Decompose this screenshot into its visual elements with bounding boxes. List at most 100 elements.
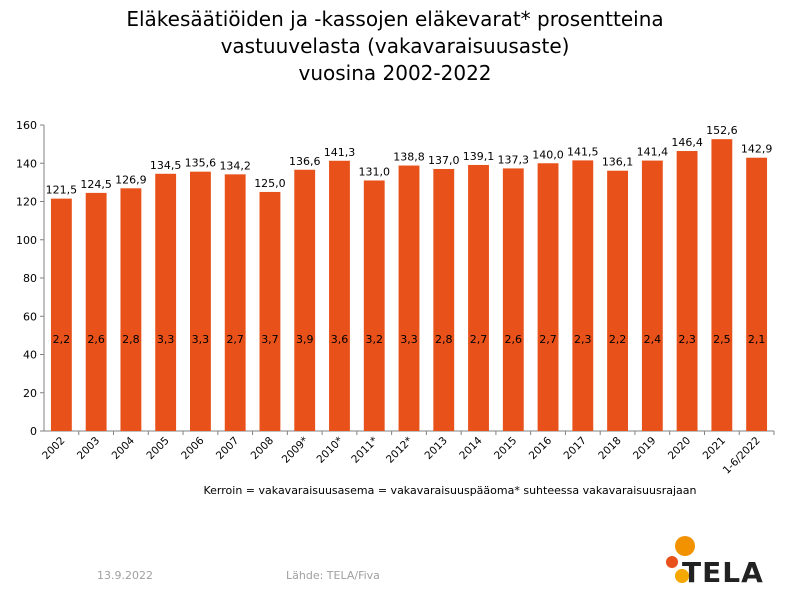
kerroin-label: 3,7: [261, 333, 279, 346]
bar: [676, 151, 698, 431]
value-label: 136,1: [602, 156, 634, 169]
kerroin-label: 2,3: [574, 333, 592, 346]
y-tick-label: 140: [16, 157, 37, 170]
value-label: 138,8: [393, 151, 425, 164]
bar: [746, 157, 768, 432]
y-tick-label: 100: [16, 234, 37, 247]
value-label: 125,0: [254, 177, 286, 190]
bar: [502, 168, 524, 431]
kerroin-label: 2,5: [713, 333, 731, 346]
value-label: 134,2: [219, 159, 251, 172]
bar: [433, 168, 455, 432]
kerroin-label: 3,2: [365, 333, 383, 346]
value-label: 134,5: [150, 159, 182, 172]
value-label: 137,0: [428, 154, 460, 167]
x-tick-label: 2004: [110, 434, 138, 462]
value-label: 140,0: [532, 148, 564, 161]
x-tick-label: 2005: [144, 435, 171, 462]
value-label: 146,4: [671, 136, 703, 149]
kerroin-note: Kerroin = vakavaraisuusasema = vakavarai…: [203, 484, 697, 497]
title-line-1: Eläkesäätiöiden ja -kassojen eläkevarat*…: [126, 7, 664, 31]
x-tick-label: 1-6/2022: [721, 435, 763, 477]
value-label: 137,3: [498, 153, 530, 166]
value-label: 124,5: [80, 178, 112, 191]
x-tick-label: 2009*: [280, 435, 311, 466]
bar: [398, 165, 420, 432]
kerroin-label: 2,6: [87, 333, 105, 346]
kerroin-label: 3,6: [331, 333, 349, 346]
x-tick-label: 2002: [40, 435, 67, 462]
y-tick-label: 60: [23, 310, 37, 323]
x-tick-label: 2018: [596, 435, 623, 462]
x-tick-label: 2007: [214, 435, 241, 462]
bar: [468, 164, 489, 431]
x-tick-label: 2006: [179, 434, 207, 462]
bar: [572, 160, 594, 431]
value-label: 139,1: [463, 150, 495, 163]
kerroin-label: 3,3: [192, 333, 210, 346]
x-tick-label: 2021: [701, 435, 728, 462]
value-label: 135,6: [185, 157, 217, 170]
bar: [329, 160, 350, 432]
value-label: 141,5: [567, 145, 599, 158]
value-label: 152,6: [706, 124, 738, 137]
bar: [641, 160, 663, 431]
kerroin-label: 2,2: [609, 333, 627, 346]
title-line-3: vuosina 2002-2022: [298, 61, 492, 85]
x-tick-label: 2013: [422, 435, 449, 462]
kerroin-label: 2,1: [748, 333, 766, 346]
x-tick-label: 2015: [492, 435, 519, 462]
value-label: 131,0: [358, 165, 390, 178]
y-tick-label: 120: [16, 196, 37, 209]
kerroin-label: 2,7: [539, 333, 557, 346]
value-label: 142,9: [741, 143, 773, 156]
x-tick-label: 2014: [457, 434, 485, 462]
bar-chart: 0 20 40 60 80 100 120 140 160 121,5 2,2 2002 124,5 2,…: [16, 119, 775, 477]
bar: [224, 174, 246, 431]
bar: [537, 163, 559, 431]
x-tick-label: 2003: [75, 435, 102, 462]
y-tick-label: 40: [23, 349, 37, 362]
kerroin-label: 2,7: [226, 333, 244, 346]
x-tick-label: 2011*: [349, 435, 380, 466]
kerroin-label: 2,2: [53, 333, 71, 346]
kerroin-label: 3,9: [296, 333, 314, 346]
value-label: 141,3: [324, 146, 356, 159]
x-tick-label: 2020: [666, 435, 693, 462]
x-tick-label: 2008: [249, 435, 276, 462]
tela-logo-icon: [666, 536, 695, 583]
value-label: 121,5: [46, 184, 78, 197]
bar: [607, 170, 628, 432]
bar: [190, 171, 211, 432]
x-tick-label: 2012*: [384, 435, 415, 466]
y-tick-label: 160: [16, 119, 37, 132]
y-tick-label: 0: [30, 425, 37, 438]
y-tick-label: 20: [23, 387, 37, 400]
kerroin-label: 2,7: [470, 333, 488, 346]
bar: [711, 139, 733, 431]
kerroin-label: 2,6: [505, 333, 523, 346]
footer-date: 13.9.2022: [97, 569, 153, 582]
bar: [294, 169, 316, 431]
x-tick-label: 2010*: [314, 435, 345, 466]
kerroin-label: 2,8: [435, 333, 453, 346]
value-label: 126,9: [115, 173, 147, 186]
x-tick-label: 2017: [562, 435, 589, 462]
x-tick-label: 2016: [527, 434, 555, 462]
tela-logo-text: TELA: [682, 556, 764, 589]
bar: [259, 191, 281, 431]
kerroin-label: 2,4: [644, 333, 662, 346]
chart-title: Eläkesäätiöiden ja -kassojen eläkevarat*…: [0, 6, 790, 87]
bar: [363, 180, 385, 431]
bar: [50, 198, 72, 431]
title-line-2: vastuuvelasta (vakavaraisuusaste): [220, 34, 570, 58]
bar: [155, 173, 177, 432]
bar: [85, 192, 107, 431]
y-tick-label: 80: [23, 272, 37, 285]
bar: [120, 188, 142, 431]
kerroin-label: 3,3: [157, 333, 175, 346]
footer-source: Lähde: TELA/Fiva: [286, 569, 380, 582]
x-tick-label: 2019: [631, 435, 658, 462]
value-label: 136,6: [289, 155, 321, 168]
kerroin-label: 3,3: [400, 333, 418, 346]
